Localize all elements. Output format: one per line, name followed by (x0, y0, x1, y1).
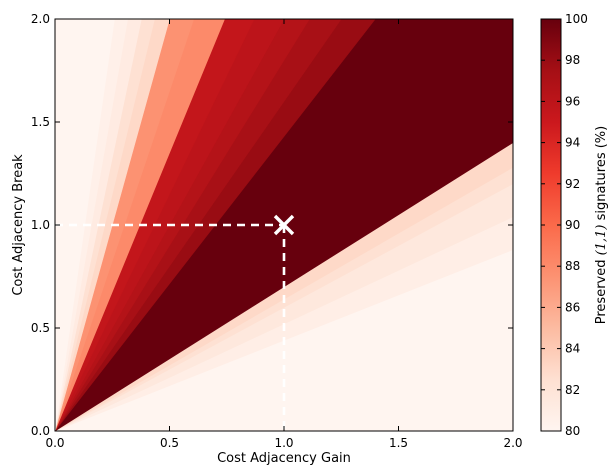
colorbar-ticks: 80 82 84 86 88 90 92 94 96 98 100 (541, 12, 588, 438)
colorbar-tick-label: 88 (565, 259, 580, 273)
colorbar-tick-label: 98 (565, 53, 580, 67)
colorbar-label: Preserved (1,1) signatures (%) (594, 126, 609, 324)
colorbar-tick-label: 96 (565, 94, 580, 108)
x-tick-label: 1.0 (274, 436, 293, 450)
colorbar-tick-label: 82 (565, 383, 580, 397)
y-tick-label: 0.0 (31, 424, 50, 438)
x-tick-label: 0.5 (160, 436, 179, 450)
colorbar-tick-label: 80 (565, 424, 580, 438)
colorbar-tick-label: 92 (565, 177, 580, 191)
x-tick-label: 2.0 (503, 436, 522, 450)
y-axis: 0.0 0.5 1.0 1.5 2.0 (31, 12, 513, 438)
y-tick-label: 2.0 (31, 12, 50, 26)
x-tick-label: 1.5 (389, 436, 408, 450)
colorbar-tick-label: 94 (565, 136, 580, 150)
x-axis: 0.0 0.5 1.0 1.5 2.0 (45, 19, 523, 450)
x-tick-label: 0.0 (45, 436, 64, 450)
colorbar-tick-label: 90 (565, 218, 580, 232)
colorbar-tick-label: 86 (565, 300, 580, 314)
marker-x (273, 214, 295, 236)
y-tick-label: 1.5 (31, 115, 50, 129)
colorbar-tick-label: 84 (565, 342, 580, 356)
y-axis-title: Cost Adjacency Break (11, 154, 26, 296)
colorbar-tick-label: 100 (565, 12, 588, 26)
y-tick-label: 1.0 (31, 218, 50, 232)
reference-overlay (55, 214, 295, 431)
colorbar: 80 82 84 86 88 90 92 94 96 98 100 Preserved (1,1) … (540, 12, 609, 438)
x-axis-title: Cost Adjacency Gain (217, 451, 351, 466)
y-tick-label: 0.5 (31, 321, 50, 335)
